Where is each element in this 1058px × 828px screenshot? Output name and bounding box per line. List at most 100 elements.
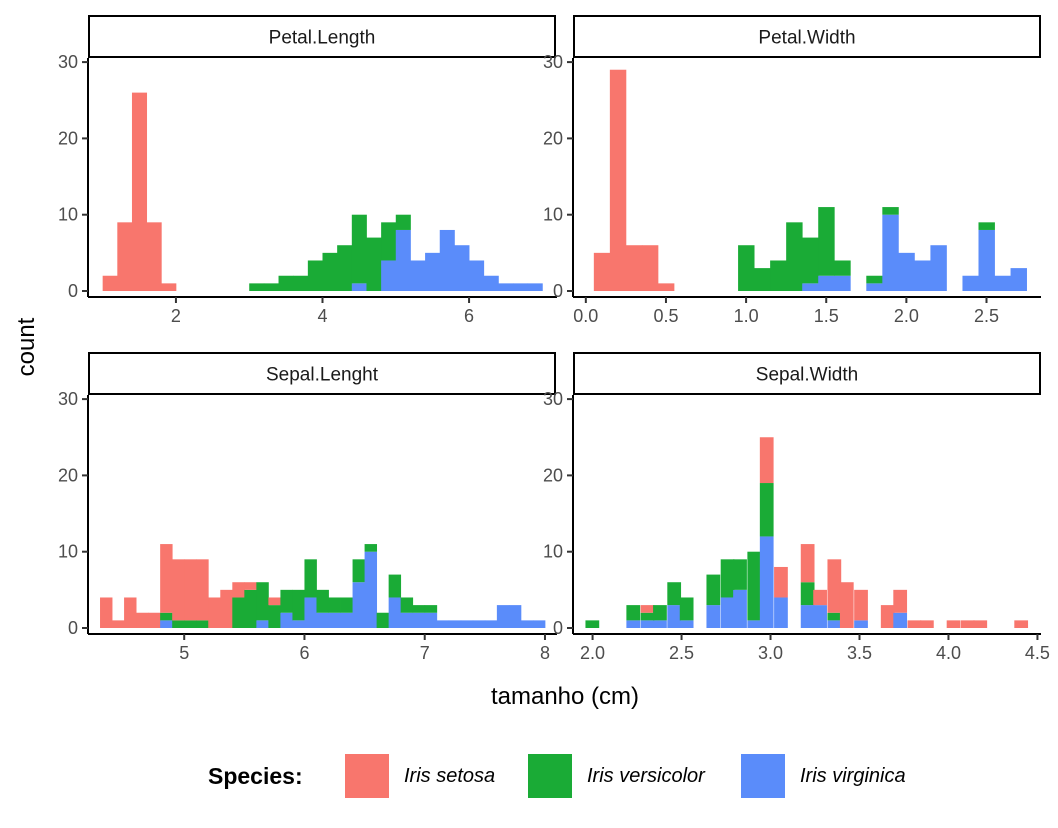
bar-setosa <box>813 589 827 606</box>
bar-virginica <box>364 551 378 628</box>
bar-virginica <box>425 252 441 291</box>
bar-versicolor <box>412 605 426 613</box>
bar-versicolor <box>366 237 382 291</box>
bar-virginica <box>854 620 868 628</box>
bar-virginica <box>800 605 815 628</box>
bar-setosa <box>196 559 209 621</box>
x-tick-label: 3.5 <box>847 643 872 663</box>
bar-setosa <box>161 283 177 291</box>
bar-setosa <box>973 620 988 628</box>
panel-petal-length: Petal.Length 0 10 20 30 2 4 6 <box>58 15 557 326</box>
y-tick-label: 20 <box>543 128 563 148</box>
bar-setosa <box>593 252 611 291</box>
y-tick-label: 30 <box>543 52 563 72</box>
bar-virginica <box>460 620 474 628</box>
bar-virginica <box>813 605 827 628</box>
bar-versicolor <box>322 252 338 291</box>
bar-setosa <box>117 222 133 291</box>
bar-virginica <box>759 536 774 628</box>
bar-setosa <box>136 612 149 628</box>
bar-virginica <box>424 612 438 628</box>
bar-virginica <box>866 283 883 291</box>
bar-virginica <box>1010 268 1027 291</box>
bar-versicolor <box>232 597 245 628</box>
bar-virginica <box>667 605 682 628</box>
bar-virginica <box>914 260 931 291</box>
bar-virginica <box>498 283 514 291</box>
bar-versicolor <box>268 605 281 628</box>
bar-virginica <box>316 612 329 628</box>
bar-virginica <box>352 582 365 628</box>
bar-versicolor <box>160 612 173 621</box>
bar-versicolor <box>292 589 305 621</box>
bar-virginica <box>653 620 667 628</box>
x-tick-label: 1.5 <box>814 306 839 326</box>
bar-virginica <box>483 275 499 291</box>
bar-setosa <box>641 245 659 291</box>
bar-versicolor <box>866 275 883 284</box>
legend-label: Iris setosa <box>404 765 495 787</box>
bar-versicolor <box>172 620 185 628</box>
bar-virginica <box>496 605 510 628</box>
bar-virginica <box>410 260 426 291</box>
bar-virginica <box>160 620 173 628</box>
bar-virginica <box>454 245 470 291</box>
bar-setosa <box>854 589 868 621</box>
bar-versicolor <box>256 582 269 621</box>
bar-virginica <box>747 620 762 628</box>
bar-virginica <box>679 620 694 628</box>
bar-versicolor <box>978 222 995 230</box>
bar-versicolor <box>706 574 721 606</box>
bar-versicolor <box>882 207 899 215</box>
bar-versicolor <box>827 612 842 621</box>
bar-virginica <box>930 245 947 291</box>
bar-setosa <box>220 589 233 628</box>
y-tick-label: 0 <box>68 281 78 301</box>
x-tick-label: 7 <box>420 643 430 663</box>
x-tick-label: 6 <box>299 643 309 663</box>
bar-virginica <box>472 620 486 628</box>
bar-virginica <box>439 229 455 291</box>
bar-virginica <box>513 283 529 291</box>
legend-label: Iris versicolor <box>587 765 706 787</box>
x-tick-label: 2.5 <box>974 306 999 326</box>
y-tick-label: 20 <box>58 465 78 485</box>
bar-setosa <box>609 69 627 291</box>
bar-versicolor <box>395 214 411 230</box>
y-tick-label: 10 <box>543 205 563 225</box>
bar-virginica <box>304 597 317 628</box>
x-tick-label: 0.0 <box>573 306 598 326</box>
bar-versicolor <box>400 597 414 613</box>
y-tick-label: 10 <box>543 542 563 562</box>
bar-setosa <box>100 597 113 628</box>
bar-setosa <box>919 620 934 628</box>
x-tick-label: 3.0 <box>758 643 783 663</box>
bar-virginica <box>469 260 485 291</box>
bar-virginica <box>898 252 915 291</box>
bar-versicolor <box>249 283 265 291</box>
bar-setosa <box>112 620 125 628</box>
bar-setosa <box>172 559 185 621</box>
bar-virginica <box>893 612 908 628</box>
y-tick-label: 0 <box>553 618 563 638</box>
bar-versicolor <box>770 260 787 291</box>
bar-setosa <box>268 597 281 606</box>
bar-versicolor <box>747 551 762 621</box>
bar-setosa <box>907 620 922 628</box>
bar-versicolor <box>381 222 397 261</box>
legend-title: Species: <box>208 763 303 789</box>
facet-strip-label: Petal.Length <box>269 28 376 49</box>
bar-setosa <box>893 589 908 613</box>
x-tick-label: 6 <box>464 306 474 326</box>
bar-versicolor <box>818 207 835 276</box>
bar-setosa <box>800 544 815 583</box>
bar-virginica <box>412 612 426 628</box>
bar-setosa <box>244 582 257 590</box>
bar-versicolor <box>738 245 755 291</box>
bar-versicolor <box>667 582 682 606</box>
x-tick-label: 2.5 <box>669 643 694 663</box>
panel-sepal-lenght: Sepal.Lenght 0 10 20 30 5 6 7 8 <box>58 352 557 663</box>
facet-strip-label: Petal.Width <box>758 28 855 49</box>
bar-versicolor <box>293 275 309 291</box>
bar-versicolor <box>585 620 600 628</box>
